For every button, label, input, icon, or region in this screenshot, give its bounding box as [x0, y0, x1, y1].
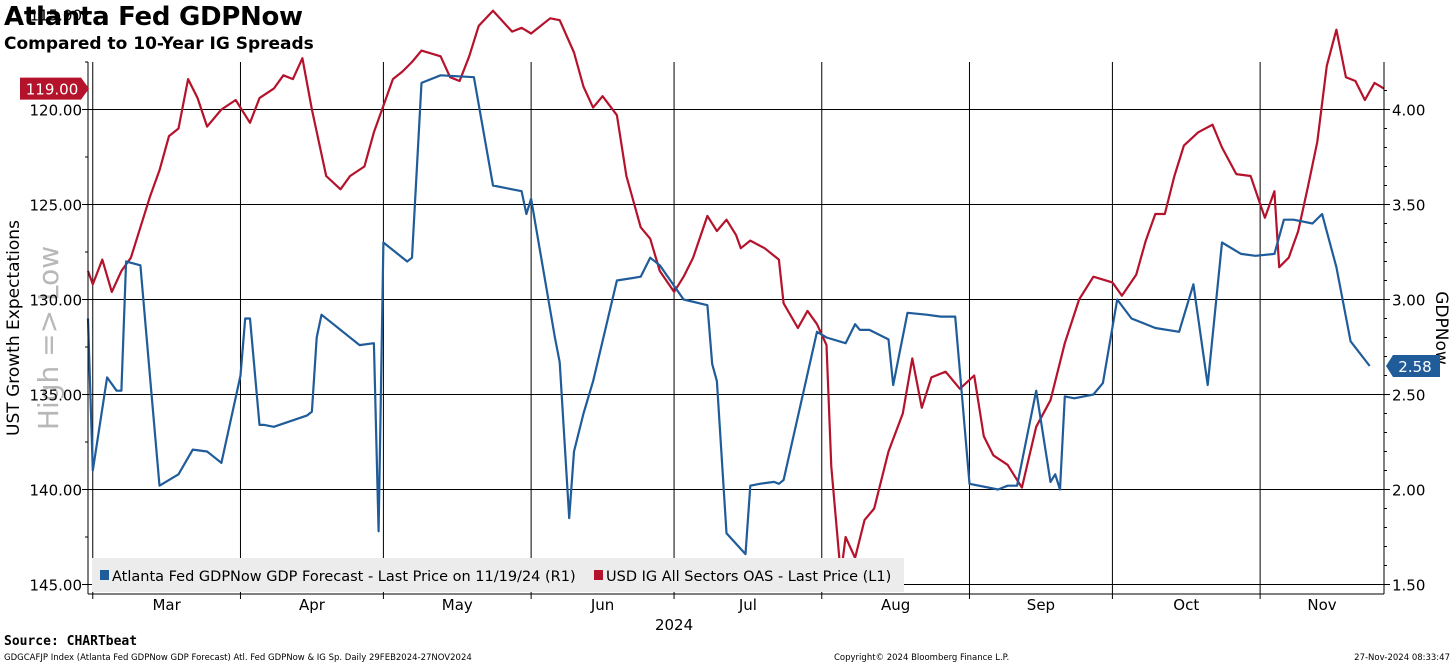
gdpnow-last-value-tag: 2.58 [1386, 355, 1440, 377]
left-tick-label: 120.00 [30, 102, 83, 120]
x-month-label: Jun [590, 596, 614, 614]
left-tick-label: 140.00 [30, 482, 83, 500]
legend-item-label: Atlanta Fed GDPNow GDP Forecast - Last P… [112, 569, 576, 585]
x-month-label: Apr [299, 596, 326, 614]
timestamp: 27-Nov-2024 08:33:47 [1354, 653, 1450, 663]
left-axis-title: UST Growth Expectations [4, 220, 24, 436]
ig-spread-tag-label: 119.00 [26, 81, 79, 99]
ig-spread-tag-shape [20, 77, 89, 100]
copyright-note: Copyright© 2024 Bloomberg Finance L.P. [834, 653, 1010, 663]
ig-spread-line [86, 9, 1385, 577]
axis-direction-watermark: High => Low [32, 246, 65, 430]
chart-svg: High => Low 115.00 120.00 125.00 130.00 135.… [4, 7, 1451, 635]
gdpnow-tag-label: 2.58 [1398, 358, 1431, 376]
left-tick-label: 130.00 [30, 292, 83, 310]
x-year-label: 2024 [655, 616, 693, 634]
x-month-label: Mar [152, 596, 181, 614]
x-month-label: Sep [1027, 596, 1055, 614]
right-axis-title: GDPNow [1431, 291, 1451, 365]
x-month-label: Jul [738, 596, 757, 614]
x-month-label: Oct [1173, 596, 1199, 614]
right-tick-label: 3.00 [1392, 292, 1425, 310]
x-month-label: May [442, 596, 473, 614]
right-tick-label: 4.00 [1392, 102, 1425, 120]
right-tick-label: 2.50 [1392, 387, 1425, 405]
legend-item-label: USD IG All Sectors OAS - Last Price (L1) [606, 569, 891, 585]
legend-layer: Atlanta Fed GDPNow GDP Forecast - Last P… [92, 558, 904, 592]
legend-swatch [100, 570, 109, 580]
watermark-layer: High => Low [32, 246, 65, 430]
legend-swatch [594, 570, 603, 580]
x-month-label: Nov [1307, 596, 1336, 614]
chart-title: Atlanta Fed GDPNow [4, 2, 303, 32]
series-layer [86, 9, 1385, 577]
gdpnow-line [86, 74, 1371, 556]
gdpnow-tag-shape [1386, 355, 1440, 377]
right-tick-label: 2.00 [1392, 482, 1425, 500]
right-tick-label: 1.50 [1392, 577, 1425, 595]
x-month-label: Aug [881, 596, 910, 614]
left-tick-label: 125.00 [30, 197, 83, 215]
index-info: GDGCAFJP Index (Atlanta Fed GDPNow GDP F… [4, 653, 472, 663]
left-tick-label: 115.00 [30, 7, 83, 25]
left-tick-label: 135.00 [30, 387, 83, 405]
chart-subtitle: Compared to 10-Year IG Spreads [4, 34, 314, 54]
legend-box [92, 558, 904, 592]
axes-layer: 115.00 120.00 125.00 130.00 135.00 140.00 145.… [4, 7, 1451, 635]
ig-spread-last-value-tag: 119.00 [20, 77, 89, 100]
right-tick-label: 3.50 [1392, 197, 1425, 215]
left-tick-label: 145.00 [30, 577, 83, 595]
source-note: Source: CHARTbeat [4, 634, 138, 649]
